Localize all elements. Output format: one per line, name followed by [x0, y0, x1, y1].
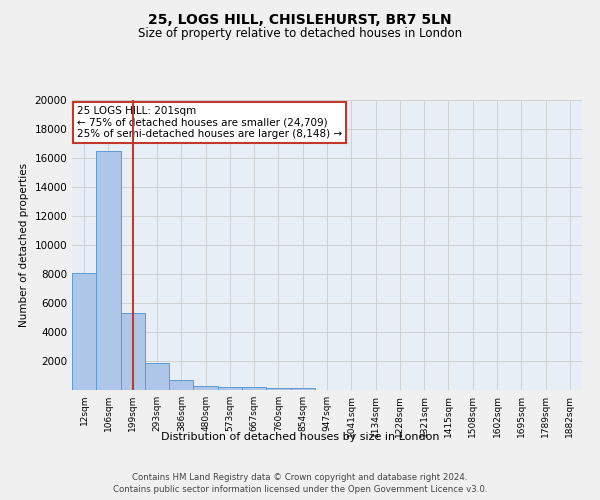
Bar: [266, 388, 290, 390]
Bar: [242, 387, 266, 390]
Bar: [218, 387, 242, 390]
Bar: [96, 151, 121, 390]
Text: 25, LOGS HILL, CHISLEHURST, BR7 5LN: 25, LOGS HILL, CHISLEHURST, BR7 5LN: [148, 12, 452, 26]
Text: Contains public sector information licensed under the Open Government Licence v3: Contains public sector information licen…: [113, 485, 487, 494]
Bar: [290, 388, 315, 390]
Text: Size of property relative to detached houses in London: Size of property relative to detached ho…: [138, 28, 462, 40]
Bar: [121, 313, 145, 390]
Text: 25 LOGS HILL: 201sqm
← 75% of detached houses are smaller (24,709)
25% of semi-d: 25 LOGS HILL: 201sqm ← 75% of detached h…: [77, 106, 342, 139]
Text: Distribution of detached houses by size in London: Distribution of detached houses by size …: [161, 432, 439, 442]
Bar: [145, 363, 169, 390]
Y-axis label: Number of detached properties: Number of detached properties: [19, 163, 29, 327]
Bar: [72, 272, 96, 390]
Bar: [169, 380, 193, 390]
Bar: [193, 386, 218, 390]
Text: Contains HM Land Registry data © Crown copyright and database right 2024.: Contains HM Land Registry data © Crown c…: [132, 472, 468, 482]
